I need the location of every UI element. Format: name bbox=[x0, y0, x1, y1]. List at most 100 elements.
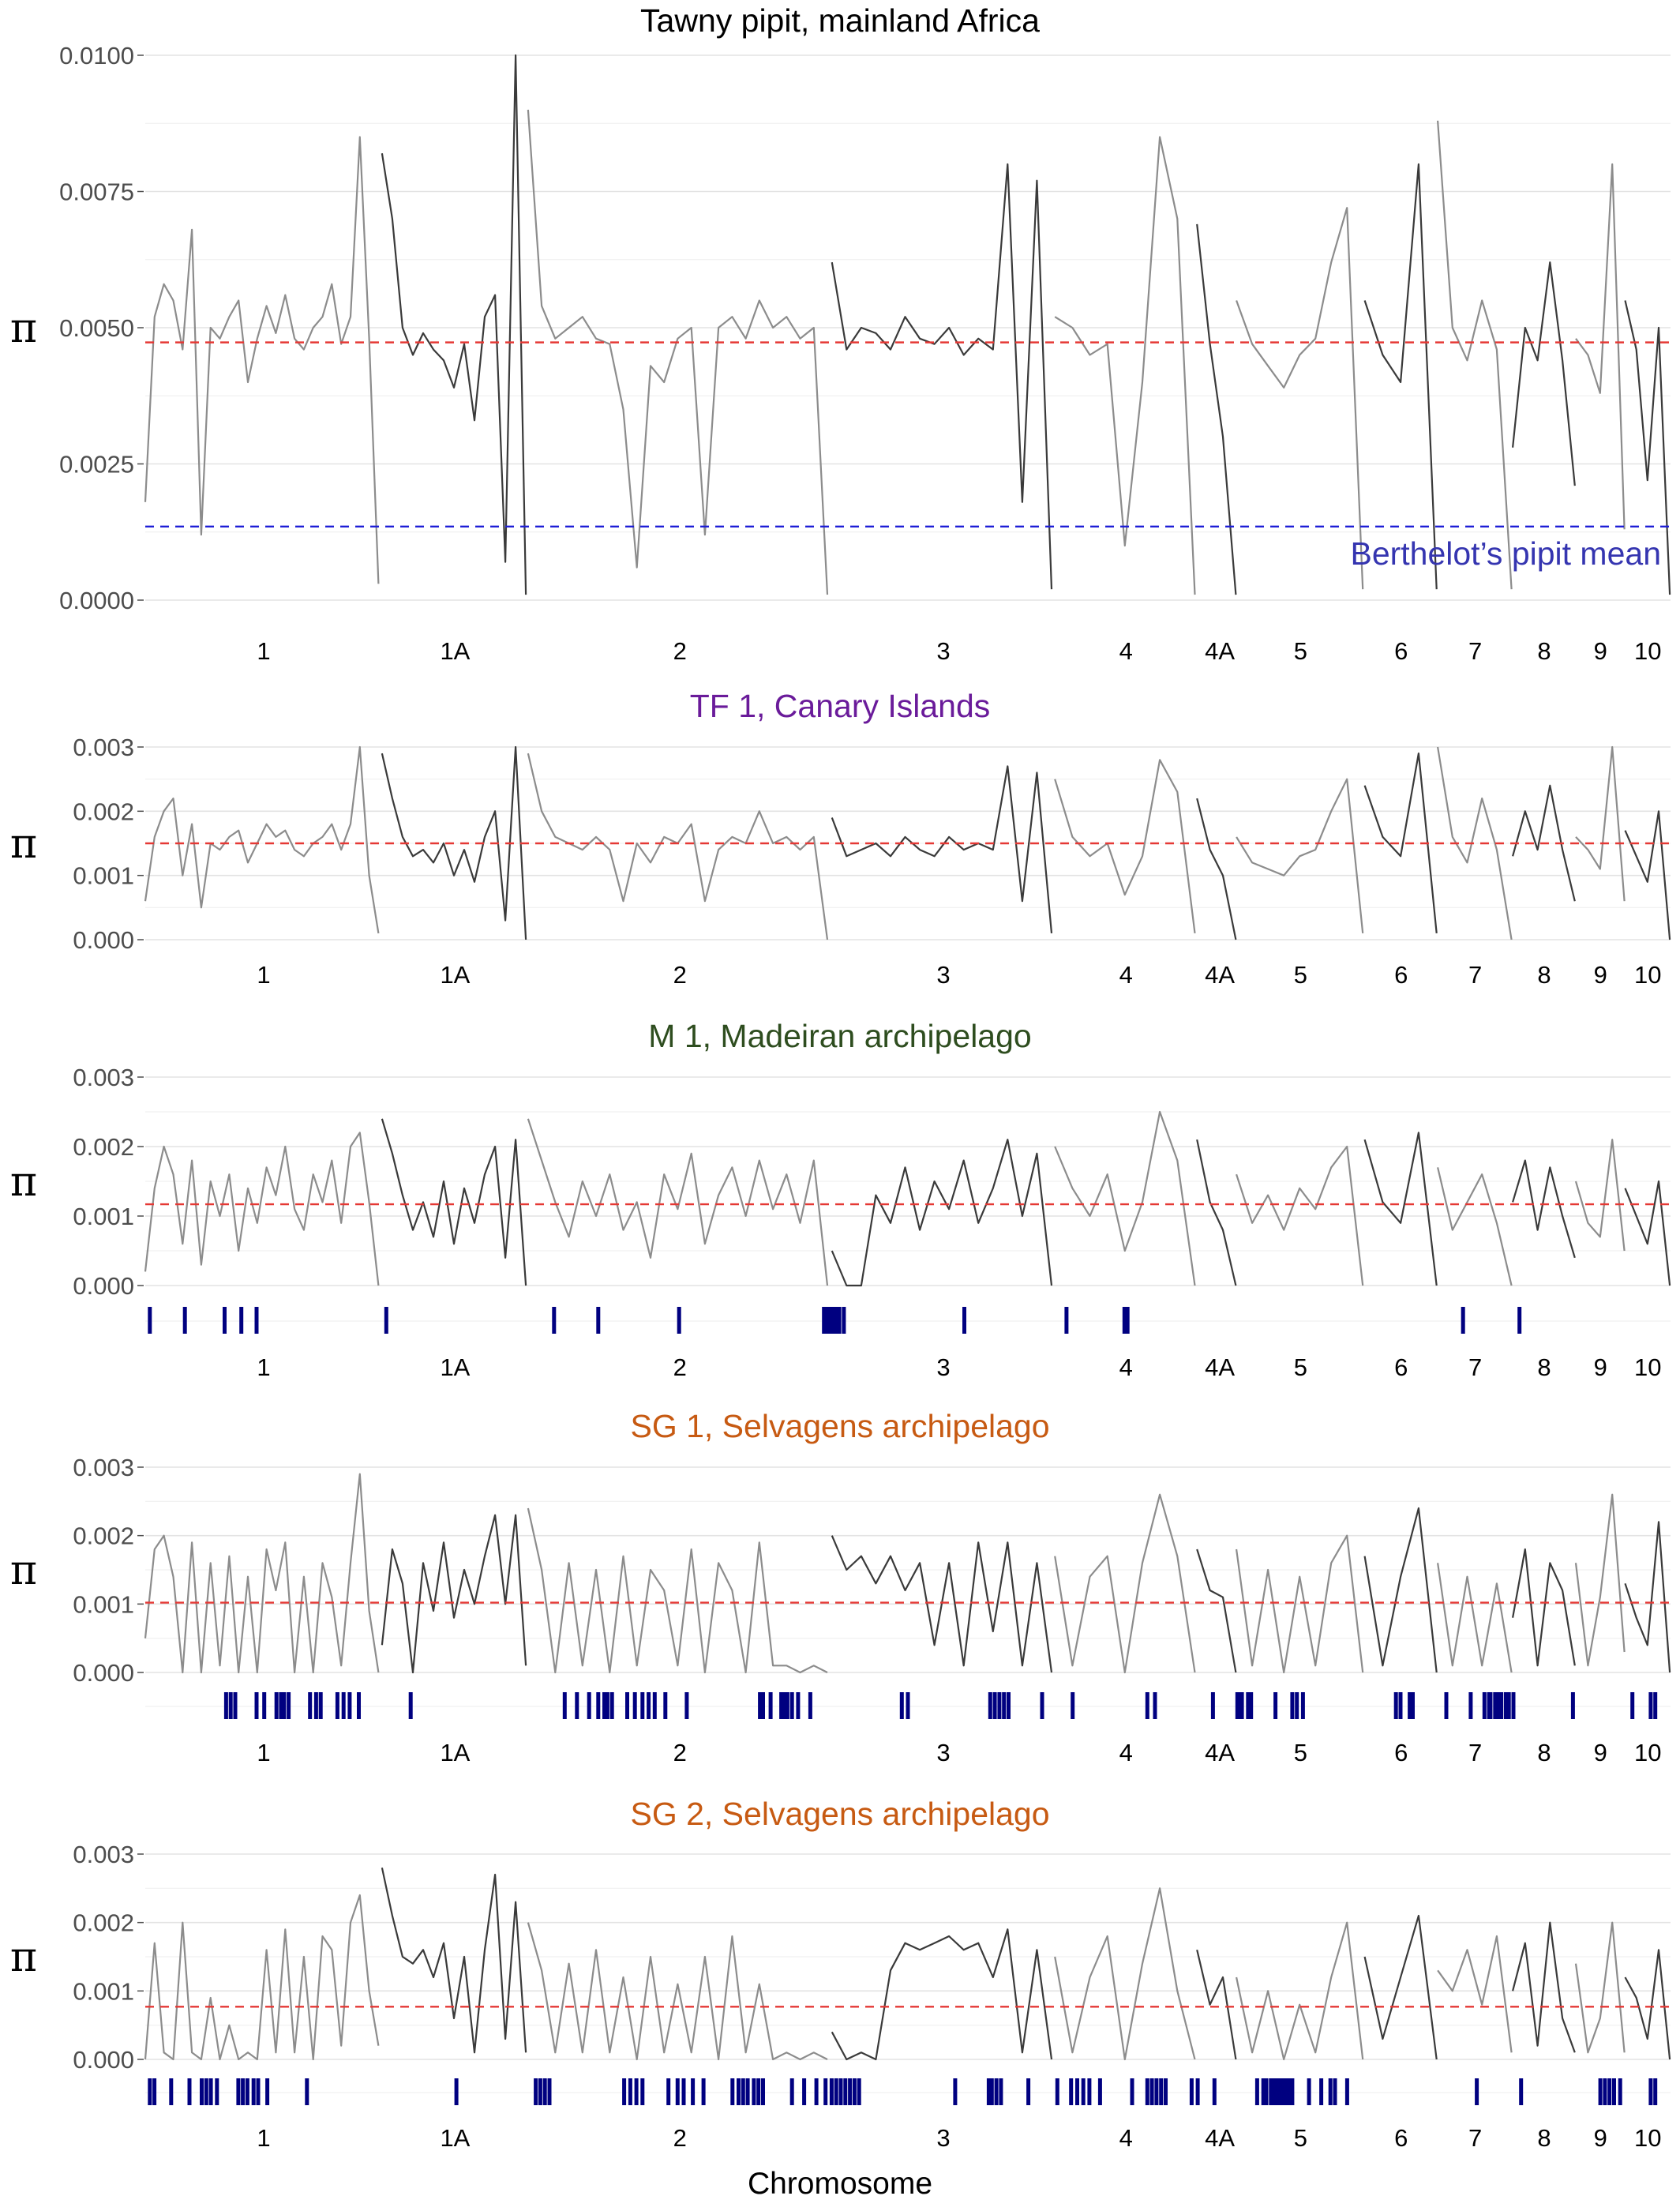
window-marker bbox=[1246, 1692, 1251, 1719]
pi-line-chr-8 bbox=[1512, 1921, 1576, 2053]
chromosome-label: 8 bbox=[1537, 961, 1551, 989]
pi-line-chr-3 bbox=[831, 1928, 1053, 2061]
window-marker bbox=[1275, 2078, 1279, 2105]
window-marker bbox=[652, 1692, 657, 1719]
window-marker bbox=[187, 2078, 192, 2105]
chromosome-label: 1A bbox=[440, 637, 470, 665]
window-marker bbox=[992, 1692, 997, 1719]
window-marker bbox=[575, 1692, 579, 1719]
chromosome-label: 4 bbox=[1119, 961, 1133, 989]
pi-line-chr-4 bbox=[1054, 136, 1196, 595]
pi-line-chr-4 bbox=[1054, 1110, 1196, 1286]
window-marker bbox=[534, 2078, 538, 2105]
pi-line-chr-8 bbox=[1512, 261, 1576, 486]
pi-line-chr-8 bbox=[1512, 1159, 1576, 1259]
y-tick-label: 0.001 bbox=[73, 1203, 134, 1230]
window-marker bbox=[953, 2078, 958, 2105]
window-marker bbox=[200, 2078, 204, 2105]
window-marker bbox=[605, 1692, 609, 1719]
window-marker bbox=[675, 2078, 680, 2105]
window-marker bbox=[282, 1692, 287, 1719]
window-marker bbox=[999, 2078, 1003, 2105]
window-marker bbox=[834, 2078, 838, 2105]
window-marker bbox=[1064, 1307, 1069, 1334]
window-marker bbox=[1145, 2078, 1149, 2105]
chromosome-label: 3 bbox=[936, 961, 950, 989]
window-marker bbox=[1212, 2078, 1217, 2105]
y-tick-label: 0.002 bbox=[73, 1522, 134, 1550]
chromosome-label: 7 bbox=[1468, 1739, 1482, 1766]
chromosome-label: 7 bbox=[1468, 637, 1482, 665]
chromosome-label: 3 bbox=[936, 637, 950, 665]
panel-title: M 1, Madeiran archipelago bbox=[648, 1018, 1031, 1054]
pi-line-chr-7 bbox=[1437, 120, 1513, 590]
window-marker bbox=[233, 1692, 238, 1719]
window-marker bbox=[1444, 1692, 1449, 1719]
chromosome-label: 2 bbox=[673, 637, 687, 665]
window-marker bbox=[1075, 2078, 1079, 2105]
pi-line-chr-4A bbox=[1196, 1548, 1237, 1673]
window-marker bbox=[254, 1692, 259, 1719]
pi-line-chr-9 bbox=[1575, 745, 1626, 902]
pi-line-chr-6 bbox=[1363, 1914, 1438, 2060]
pi-line-chr-1 bbox=[144, 745, 380, 934]
window-marker bbox=[789, 1692, 794, 1719]
chromosome-label: 1A bbox=[440, 1353, 470, 1381]
window-marker bbox=[1307, 2078, 1311, 2105]
chromosome-label: 9 bbox=[1594, 637, 1607, 665]
window-marker bbox=[779, 1692, 784, 1719]
chromosome-label: 7 bbox=[1468, 2124, 1482, 2152]
window-marker bbox=[305, 2078, 309, 2105]
window-marker bbox=[1295, 1692, 1299, 1719]
window-marker bbox=[1273, 1692, 1278, 1719]
window-marker bbox=[1261, 2078, 1266, 2105]
chromosome-label: 1 bbox=[257, 637, 270, 665]
y-axis-label: π bbox=[10, 305, 37, 352]
window-marker bbox=[640, 2078, 645, 2105]
y-tick-label: 0.0075 bbox=[59, 178, 134, 206]
chromosome-label: 1 bbox=[257, 1739, 270, 1766]
y-tick-label: 0.0050 bbox=[59, 314, 134, 342]
chromosome-label: 8 bbox=[1537, 637, 1551, 665]
chromosome-label: 4 bbox=[1119, 1739, 1133, 1766]
pi-line-chr-3 bbox=[831, 163, 1053, 590]
window-marker bbox=[547, 2078, 552, 2105]
chromosome-label: 1 bbox=[257, 2124, 270, 2152]
chromosome-label: 8 bbox=[1537, 1353, 1551, 1381]
chromosome-label: 2 bbox=[673, 2124, 687, 2152]
chromosome-label: 3 bbox=[936, 1739, 950, 1766]
pi-line-chr-2 bbox=[527, 1507, 828, 1674]
window-marker bbox=[357, 1692, 361, 1719]
pi-line-chr-7 bbox=[1437, 746, 1513, 940]
window-marker bbox=[1612, 2078, 1616, 2105]
chromosome-label: 8 bbox=[1537, 1739, 1551, 1766]
y-tick-label: 0.0100 bbox=[59, 42, 134, 69]
window-marker bbox=[254, 1307, 259, 1334]
window-marker bbox=[587, 1692, 591, 1719]
window-marker bbox=[1648, 1692, 1653, 1719]
window-marker bbox=[1130, 2078, 1134, 2105]
window-marker bbox=[789, 2078, 794, 2105]
window-marker bbox=[768, 1692, 773, 1719]
window-marker bbox=[241, 2078, 246, 2105]
window-marker bbox=[1496, 1692, 1501, 1719]
window-marker bbox=[1618, 2078, 1622, 2105]
window-marker bbox=[1002, 1692, 1007, 1719]
window-marker bbox=[857, 2078, 861, 2105]
window-marker bbox=[785, 1692, 789, 1719]
window-marker bbox=[701, 2078, 706, 2105]
pi-line-chr-7 bbox=[1437, 1563, 1513, 1673]
x-axis-title: Chromosome bbox=[748, 2167, 932, 2201]
window-marker bbox=[318, 1692, 323, 1719]
window-marker bbox=[632, 1692, 637, 1719]
chromosome-label: 9 bbox=[1594, 1739, 1607, 1766]
window-marker bbox=[596, 1692, 601, 1719]
window-marker bbox=[1087, 2078, 1092, 2105]
window-marker bbox=[239, 1307, 244, 1334]
chromosome-label: 4A bbox=[1205, 637, 1235, 665]
pi-line-chr-9 bbox=[1574, 1493, 1626, 1667]
chromosome-label: 5 bbox=[1294, 1739, 1307, 1766]
window-marker bbox=[1517, 1307, 1522, 1334]
window-marker bbox=[852, 2078, 857, 2105]
